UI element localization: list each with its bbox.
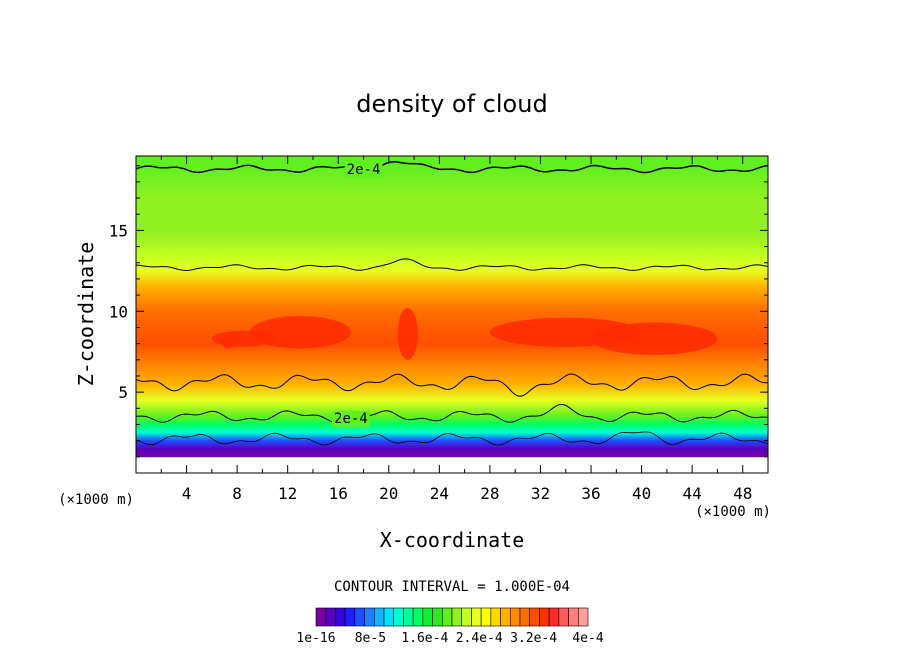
y-tick-label-2: 15 [109, 221, 128, 240]
colorbar-labels: 1e-16 8e-5 1.6e-4 2.4e-4 3.2e-4 4e-4 [296, 631, 603, 646]
colorbar-swatch-7 [383, 607, 395, 627]
x-tick-label-4: 20 [379, 484, 398, 503]
x-tick-label-11: 48 [733, 484, 752, 503]
colorbar-label-1: 8e-5 [355, 631, 386, 646]
contour-line-3 [136, 403, 768, 423]
y-axis-ticks: 5 10 15 [109, 165, 768, 458]
colorbar-swatch-25 [558, 607, 569, 627]
x-tick-label-6: 28 [480, 484, 499, 503]
density-pocket-1 [249, 316, 351, 349]
contour-label-1: 2e-4 [334, 411, 368, 427]
colorbar-swatch-27 [577, 607, 589, 627]
colorbar-swatch-10 [412, 607, 424, 627]
density-field [136, 156, 768, 473]
x-tick-label-5: 24 [430, 484, 449, 503]
contour-label-bg-0 [344, 161, 383, 178]
colorbar-swatch-17 [480, 607, 492, 627]
plot-area [136, 156, 768, 473]
contour-lines [136, 161, 768, 446]
x-tick-label-10: 44 [683, 484, 702, 503]
x-tick-label-8: 36 [581, 484, 600, 503]
plot-frame [135, 155, 769, 474]
colorbar-swatch-18 [490, 607, 501, 627]
x-unit-right: (×1000 m) [695, 504, 771, 520]
y-tick-label-1: 10 [109, 302, 128, 321]
colorbar-swatch-6 [373, 607, 385, 627]
colorbar-swatch-14 [451, 607, 463, 627]
contour-labels: 2e-4 2e-4 [332, 161, 383, 428]
x-axis-ticks: 4 8 12 16 20 24 28 32 36 40 44 48 [160, 156, 752, 503]
x-axis-label: X-coordinate [380, 528, 525, 552]
density-pocket-5 [221, 335, 235, 349]
y-axis-label: Z-coordinate [74, 242, 98, 387]
colorbar-label-2: 1.6e-4 [401, 631, 448, 646]
contour-line-4 [136, 431, 768, 446]
x-unit-left: (×1000 m) [58, 492, 134, 508]
colorbar-swatch-2 [335, 607, 346, 627]
x-tick-label-1: 8 [232, 484, 242, 503]
y-tick-label-0: 5 [118, 383, 128, 402]
colorbar-swatch-23 [539, 607, 550, 627]
density-pocket-2 [397, 308, 418, 360]
density-anomalies [211, 308, 718, 360]
colorbar-swatch-26 [568, 607, 579, 627]
colorbar-swatch-15 [461, 607, 472, 627]
colorbar-swatch-13 [441, 607, 453, 627]
x-tick-label-0: 4 [182, 484, 192, 503]
colorbar-swatch-1 [325, 607, 336, 627]
colorbar-swatch-19 [500, 607, 511, 627]
colorbar-swatch-22 [529, 607, 540, 627]
colorbar-swatch-0 [315, 607, 327, 627]
colorbar-label-4: 3.2e-4 [510, 631, 557, 646]
colorbar-swatch-9 [403, 607, 414, 627]
x-tick-label-7: 32 [531, 484, 550, 503]
colorbar-label-0: 1e-16 [296, 631, 335, 646]
contour-label-0: 2e-4 [347, 162, 381, 178]
colorbar [315, 607, 589, 627]
contour-line-1 [136, 258, 768, 272]
colorbar-swatch-3 [344, 607, 356, 627]
colorbar-swatch-20 [509, 607, 521, 627]
contour-line-2 [136, 373, 768, 397]
x-tick-label-9: 40 [632, 484, 651, 503]
x-tick-label-2: 12 [278, 484, 297, 503]
colorbar-swatch-8 [393, 607, 404, 627]
colorbar-swatch-11 [422, 607, 433, 627]
colorbar-label-5: 4e-4 [572, 631, 603, 646]
colorbar-swatch-16 [471, 607, 482, 627]
contour-interval-label: CONTOUR INTERVAL = 1.000E-04 [334, 579, 570, 595]
x-tick-label-3: 16 [329, 484, 348, 503]
colorbar-swatch-4 [354, 607, 365, 627]
colorbar-label-3: 2.4e-4 [456, 631, 503, 646]
colorbar-swatch-24 [548, 607, 560, 627]
chart-title: density of cloud [356, 90, 547, 118]
colorbar-swatch-12 [432, 607, 443, 627]
colorbar-swatch-21 [519, 607, 531, 627]
density-pocket-4 [591, 322, 718, 355]
contour-line-0 [136, 161, 768, 174]
contour-label-bg-1 [332, 411, 370, 428]
colorbar-swatch-5 [364, 607, 375, 627]
